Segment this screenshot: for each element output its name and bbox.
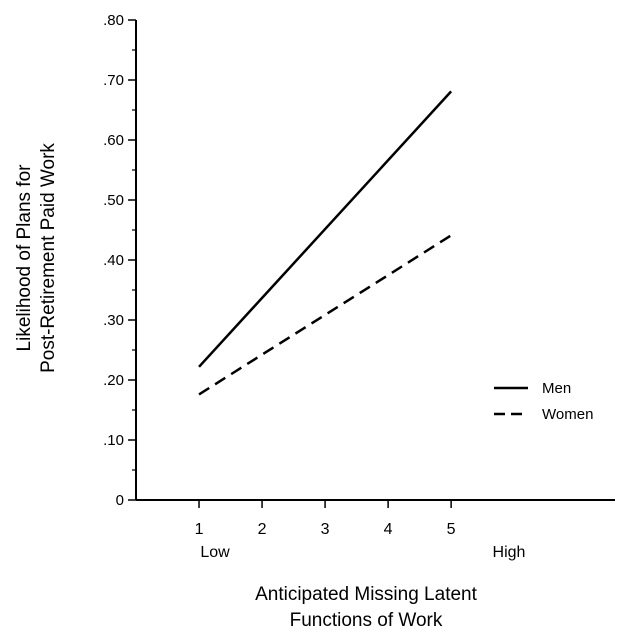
x-tick-label: 5 [447,521,456,538]
axis-titles: Likelihood of Plans for Post-Retirement … [14,143,525,631]
y-axis-title-line1: Likelihood of Plans for [14,164,35,352]
legend-label-women: Women [542,406,593,423]
y-tick-label: .20 [103,372,124,389]
y-tick-label: .10 [103,432,124,449]
axes [135,20,615,501]
x-axis-title-line1: Anticipated Missing Latent [255,584,478,605]
y-tick-label: .50 [103,192,124,209]
ticks: 0 .10 .20 .30 .40 .50 .60 .70 .80 1 2 3 4 5 [103,12,456,538]
x-tick-label: 2 [258,521,267,538]
y-tick-label: .40 [103,252,124,269]
series-line-women [198,234,452,396]
series-line-men [198,90,453,368]
y-tick-label: .70 [103,72,124,89]
series-lines [198,90,453,396]
legend-label-men: Men [542,380,571,397]
x-tick-label: 1 [195,521,204,538]
x-tick-label: 4 [384,521,393,538]
legend: Men Women [494,380,593,423]
y-tick-label: 0 [116,492,124,509]
x-low-label: Low [200,544,230,561]
y-axis-title-line2: Post-Retirement Paid Work [38,143,59,373]
x-axis-title-line2: Functions of Work [290,610,443,631]
x-high-label: High [493,544,526,561]
x-tick-label: 3 [321,521,330,538]
y-tick-label: .80 [103,12,124,29]
y-tick-label: .60 [103,132,124,149]
y-tick-label: .30 [103,312,124,329]
